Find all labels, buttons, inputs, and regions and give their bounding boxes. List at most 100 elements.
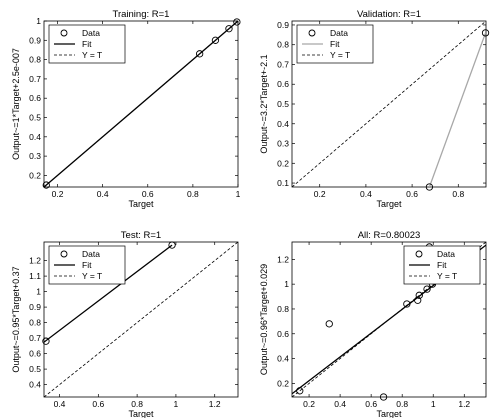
- x-tick-label: 1.2: [209, 399, 221, 409]
- fit-line: [44, 244, 173, 343]
- legend-entry: Y = T: [82, 271, 102, 281]
- x-tick-label: 0.4: [334, 399, 346, 409]
- y-tick-label: 0.5: [277, 99, 289, 109]
- y-tick-label: 1: [36, 287, 41, 297]
- y-tick-label: 0.8: [29, 55, 41, 65]
- y-tick-label: 0.8: [29, 318, 41, 328]
- panel-title: Validation: R=1: [357, 9, 421, 20]
- x-tick-label: 0.2: [314, 189, 326, 199]
- legend-entry: Y = T: [437, 271, 457, 281]
- data-point: [414, 296, 422, 304]
- y-tick-label: 0.6: [277, 79, 289, 89]
- panel-title: All: R=0.80023: [358, 230, 421, 241]
- y-tick-label: 0.6: [29, 93, 41, 103]
- y-tick-label: 0.6: [29, 349, 41, 359]
- data-point: [481, 29, 490, 37]
- y-tick-label: 1.2: [277, 254, 289, 264]
- data-point: [225, 25, 233, 33]
- y-tick-label: 0.4: [29, 132, 41, 142]
- data-point: [296, 387, 304, 395]
- y-axis-label: Output~=0.95*Target+0.37: [11, 266, 21, 372]
- y-tick-label: 0.8: [277, 304, 289, 314]
- y-tick-label: 0.2: [277, 378, 289, 388]
- y-tick-label: 0.4: [277, 354, 289, 364]
- x-tick-label: 0.8: [396, 399, 408, 409]
- x-tick-label: 1.2: [458, 399, 470, 409]
- data-point: [403, 300, 411, 308]
- data-point: [325, 320, 333, 328]
- data-point: [211, 36, 220, 44]
- y-tick-label: 0.3: [29, 151, 41, 161]
- x-tick-label: 0.6: [365, 399, 377, 409]
- y-axis-label: Output~=1*Target+2.5e-007: [11, 48, 21, 160]
- y-tick-label: 1.2: [29, 256, 41, 266]
- legend-marker-data: [415, 250, 423, 258]
- data-point: [379, 393, 388, 401]
- x-tick-label: 0.6: [92, 399, 104, 409]
- legend-entry: Fit: [82, 39, 92, 49]
- legend-entry: Y = T: [330, 50, 350, 60]
- legend-entry: Y = T: [82, 50, 102, 60]
- legend-entry: Fit: [330, 39, 340, 49]
- y-axis-label: Output~=3.2*Target+-2.1: [259, 54, 269, 153]
- data-point: [196, 50, 204, 58]
- x-tick-label: 0.4: [360, 189, 372, 199]
- x-tick-label: 1: [236, 189, 241, 199]
- x-tick-label: 0.6: [406, 189, 418, 199]
- x-tick-label: 1: [431, 399, 436, 409]
- y-tick-label: 0.8: [277, 40, 289, 50]
- data-point: [425, 183, 434, 191]
- legend-entry: Data: [437, 249, 455, 259]
- panel-title: Training: R=1: [113, 9, 170, 20]
- y-equals-t-line: [44, 242, 238, 397]
- y-tick-label: 0.9: [277, 20, 289, 30]
- x-tick-label: 0.8: [131, 399, 143, 409]
- legend-entry: Fit: [82, 260, 92, 270]
- y-tick-label: 0.7: [29, 74, 41, 84]
- x-tick-label: 0.8: [187, 189, 199, 199]
- y-axis-label: Output~=0.96*Target+0.029: [259, 264, 269, 375]
- y-tick-label: 0.5: [29, 364, 41, 374]
- x-axis-label: Target: [128, 409, 154, 418]
- y-tick-label: 0.9: [29, 302, 41, 312]
- y-tick-label: 0.4: [277, 119, 289, 129]
- x-tick-label: 0.4: [97, 189, 109, 199]
- x-tick-label: 0.2: [52, 189, 64, 199]
- panel-4: 0.2 0.4 0.6 0.8 1 1.2 0.2 0.4 0.6 0.8 1 1.2 All: R=0…: [259, 230, 487, 418]
- legend-marker-data: [308, 29, 316, 37]
- y-equals-t-line: [292, 21, 486, 187]
- x-axis-label: Target: [376, 409, 402, 418]
- y-tick-label: 1.1: [29, 271, 41, 281]
- fit-line: [44, 21, 238, 187]
- legend-marker-data: [60, 250, 68, 258]
- x-axis-label: Target: [376, 199, 402, 209]
- x-tick-label: 0.4: [54, 399, 66, 409]
- x-tick-label: 0.2: [303, 399, 315, 409]
- legend-entry: Data: [82, 28, 100, 38]
- y-tick-label: 1: [284, 279, 289, 289]
- data-point: [42, 337, 50, 345]
- y-tick-label: 0.6: [277, 329, 289, 339]
- y-tick-label: 0.5: [29, 113, 41, 123]
- panel-1: 0.2 0.4 0.6 0.8 1 0.2 0.3 0.4 0.5 0.6 0.7 0.8 0.9 1 Tr…: [11, 9, 241, 209]
- x-tick-label: 0.8: [452, 189, 464, 199]
- legend-entry: Data: [82, 249, 100, 259]
- x-axis-label: Target: [128, 199, 154, 209]
- data-point: [423, 285, 431, 293]
- y-tick-label: 0.2: [277, 158, 289, 168]
- legend-marker-data: [60, 29, 68, 37]
- y-tick-label: 0.1: [277, 178, 289, 188]
- y-tick-label: 0.3: [277, 139, 289, 149]
- data-point: [168, 241, 176, 249]
- legend-entry: Data: [330, 28, 348, 38]
- x-tick-label: 0.6: [142, 189, 154, 199]
- y-tick-label: 1: [36, 16, 41, 26]
- y-tick-label: 0.4: [29, 380, 41, 390]
- x-tick-label: 1: [174, 399, 179, 409]
- y-tick-label: 0.2: [29, 170, 41, 180]
